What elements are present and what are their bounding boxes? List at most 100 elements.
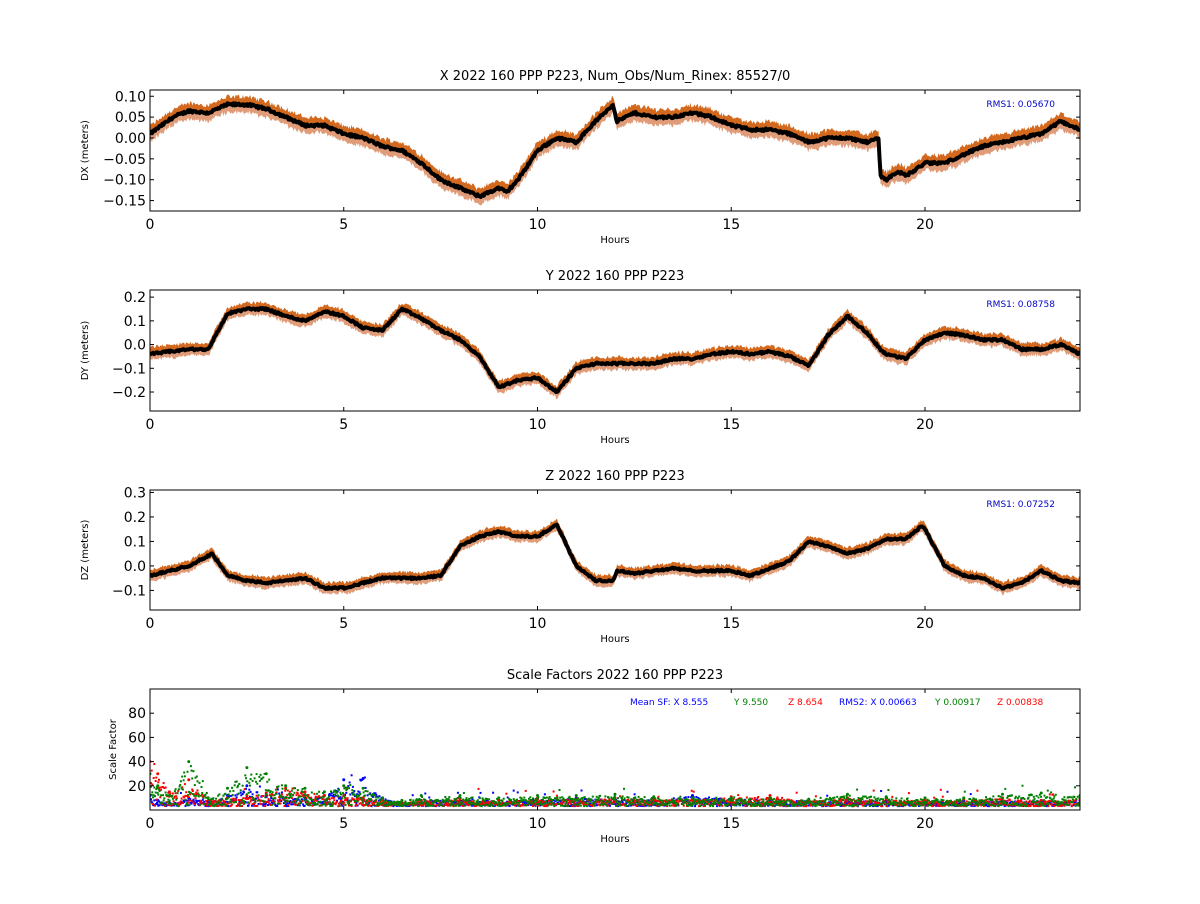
scale-factor-point	[835, 803, 838, 806]
scale-factor-point	[348, 781, 351, 784]
scale-factor-point	[154, 803, 157, 806]
scale-factor-point	[517, 800, 520, 803]
scale-factor-point	[1073, 796, 1076, 798]
scale-factor-point	[295, 794, 298, 797]
data-point	[826, 544, 830, 548]
scale-factor-point	[987, 802, 990, 805]
scale-factor-point	[235, 780, 238, 783]
scale-factor-point	[789, 804, 792, 807]
scale-factor-point	[632, 799, 635, 802]
scale-factor-point	[843, 801, 846, 804]
scale-factor-point	[529, 802, 532, 805]
plot-area-0	[150, 94, 1080, 206]
scale-factor-point	[211, 800, 214, 803]
data-point	[574, 793, 578, 797]
scale-factor-point	[650, 802, 653, 805]
scale-factor-point	[537, 804, 540, 807]
scale-factor-point	[369, 804, 372, 807]
scale-factor-point	[1030, 803, 1033, 806]
scale-factor-point	[1061, 798, 1064, 801]
scale-factor-point	[657, 803, 660, 806]
scale-factor-point	[375, 804, 378, 807]
scale-factor-point	[262, 795, 265, 797]
scale-factor-point	[417, 798, 419, 801]
scale-factor-point	[664, 802, 667, 805]
scale-factor-point	[456, 803, 459, 806]
scale-factor-point	[485, 803, 488, 806]
scale-factor-point	[184, 805, 187, 807]
scale-factor-point	[197, 795, 200, 798]
scale-factor-point	[603, 802, 606, 805]
scale-factor-point	[790, 800, 793, 803]
scale-factor-point	[231, 803, 233, 806]
scale-factor-point	[690, 804, 693, 807]
y-tick-label: 0.3	[124, 485, 146, 501]
scale-factor-point	[467, 800, 470, 803]
scale-factor-point	[173, 804, 176, 807]
scale-factor-point	[441, 798, 444, 801]
scale-factor-point	[853, 804, 856, 807]
scale-factor-point	[547, 804, 550, 807]
scale-factor-point	[227, 805, 230, 808]
scale-factor-point	[940, 804, 943, 807]
scale-factor-point	[861, 801, 864, 804]
scale-factor-point	[770, 804, 773, 807]
scale-factor-point	[983, 799, 986, 802]
scale-factor-point	[894, 800, 896, 803]
scale-factor-point	[577, 797, 580, 800]
y-tick-label: 0.00	[115, 131, 146, 147]
scale-factor-point	[891, 802, 894, 805]
y-axis-label: Scale Factor	[108, 718, 119, 780]
scale-factor-point	[684, 801, 687, 804]
scale-factor-point	[818, 800, 821, 803]
scale-factor-point	[280, 791, 283, 794]
scale-factor-point	[876, 805, 879, 808]
scale-factor-point	[576, 799, 579, 802]
scale-factor-point	[218, 793, 221, 796]
x-axis-label: Hours	[600, 634, 629, 645]
scale-factor-point	[815, 804, 818, 807]
scale-factor-point	[211, 804, 214, 807]
scale-factor-point	[582, 803, 585, 806]
scale-factor-point	[939, 804, 942, 807]
scale-factor-point	[243, 801, 246, 804]
scale-factor-point	[719, 802, 722, 805]
scale-factor-point	[623, 797, 626, 800]
scale-factor-point	[502, 804, 505, 807]
scale-factor-point	[654, 799, 657, 802]
scale-factor-point	[636, 799, 639, 802]
scale-factor-point	[982, 800, 985, 803]
scale-factor-point	[160, 794, 162, 797]
scale-factor-legend-text: Mean SF: X 8.555	[630, 698, 708, 708]
scale-factor-point	[1036, 801, 1039, 804]
scale-factor-point	[534, 799, 536, 802]
scale-factor-point	[309, 801, 312, 804]
scale-factor-point	[297, 802, 300, 805]
scale-factor-point	[231, 800, 234, 803]
data-point	[845, 314, 850, 318]
scale-factor-point	[1048, 802, 1051, 805]
scale-factor-point	[850, 802, 853, 804]
scale-factor-point	[613, 796, 615, 799]
scale-factor-point	[456, 796, 459, 799]
scale-factor-point	[1057, 800, 1060, 803]
scale-factor-point	[237, 792, 240, 795]
scale-factor-point	[375, 798, 378, 801]
scale-factor-point	[992, 795, 995, 798]
scale-factor-point	[698, 805, 700, 808]
scale-factor-point	[933, 796, 936, 799]
data-point	[787, 559, 791, 563]
x-tick-label: 0	[146, 816, 155, 832]
scale-factor-point	[991, 798, 994, 801]
scale-factor-point	[197, 794, 200, 796]
scale-factor-point	[790, 799, 793, 802]
scale-factor-point	[895, 797, 898, 800]
scale-factor-point	[702, 801, 704, 804]
x-tick-label: 5	[339, 616, 348, 632]
scale-factor-point	[652, 803, 655, 806]
scale-factor-point	[203, 794, 206, 797]
scale-factor-point	[205, 804, 208, 807]
scale-factor-point	[649, 801, 652, 804]
scale-factor-point	[520, 800, 522, 803]
scale-factor-point	[556, 797, 559, 800]
